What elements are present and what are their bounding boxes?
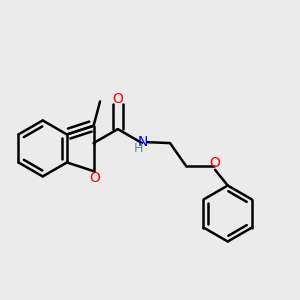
Text: H: H	[134, 142, 143, 155]
Text: O: O	[210, 156, 220, 170]
Text: N: N	[137, 134, 148, 148]
Text: O: O	[112, 92, 123, 106]
Text: O: O	[89, 171, 100, 185]
